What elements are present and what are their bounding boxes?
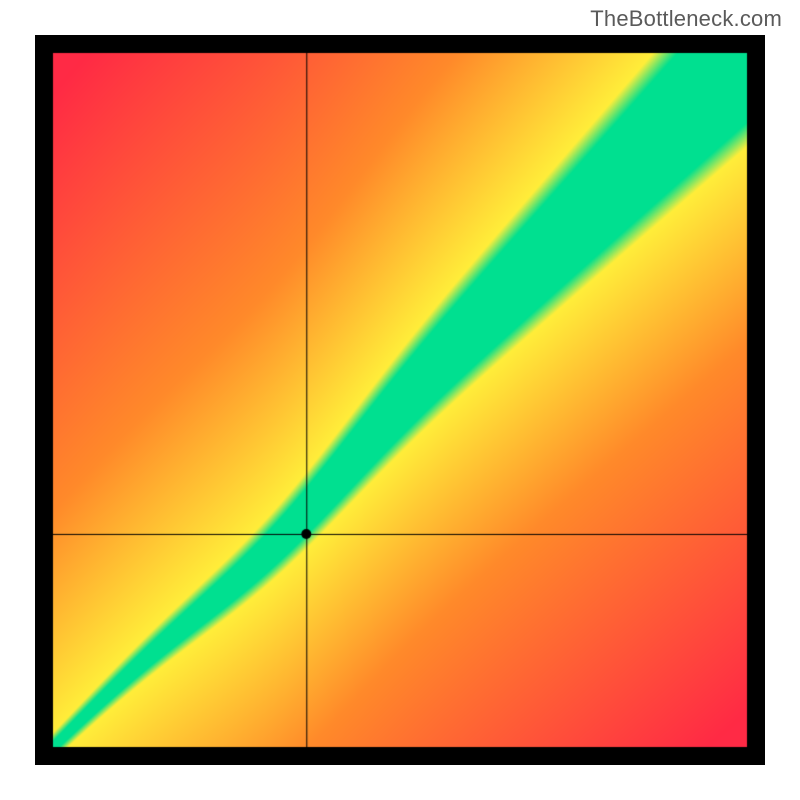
figure-container: TheBottleneck.com [0,0,800,800]
watermark-label: TheBottleneck.com [590,6,782,32]
plot-frame [35,35,765,765]
heatmap-canvas [35,35,765,765]
